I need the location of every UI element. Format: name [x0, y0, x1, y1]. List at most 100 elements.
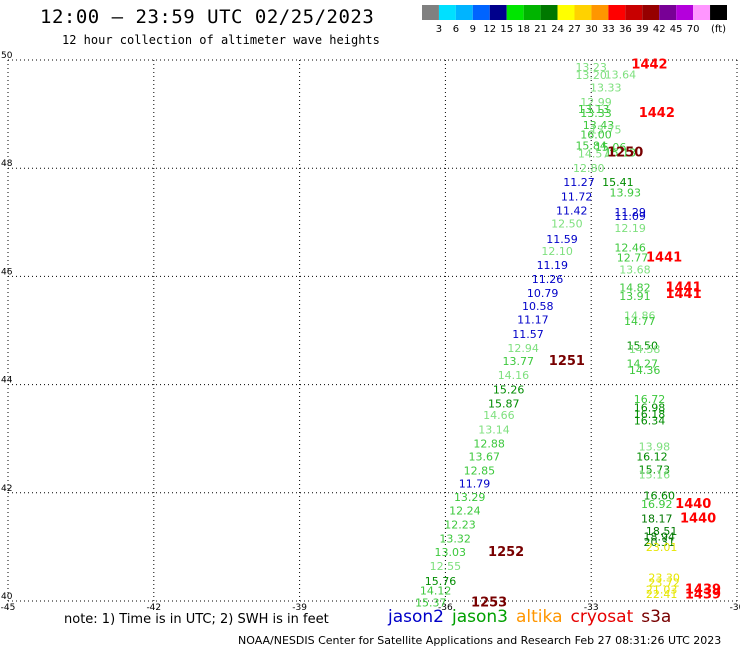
lon-tick-label: -42 — [146, 603, 161, 610]
wave-height-label: 15.41 — [602, 176, 634, 189]
altimeter-map: -45 -42 -39 -36 -33 -30 40 42 44 46 48 50 13.2313.20… — [1, 51, 740, 610]
satellite-legend-s3a: s3a — [641, 607, 672, 627]
wave-height-label: 14.66 — [483, 409, 515, 422]
satellite-legend-jason3: jason3 — [452, 607, 508, 627]
chart-subtitle: 12 hour collection of altimeter wave hei… — [62, 33, 380, 47]
wave-height-label: 11.26 — [532, 273, 564, 286]
wave-height-label: 13.77 — [503, 355, 535, 368]
wave-height-label: 13.64 — [605, 68, 637, 81]
wave-height-label: 11.72 — [561, 191, 593, 204]
colorbar-tick-label: 30 — [585, 24, 598, 35]
colorbar-swatch — [693, 5, 711, 20]
lat-tick-label: 48 — [1, 159, 13, 169]
colorbar-swatch — [422, 5, 439, 20]
units-note: note: 1) Time is in UTC; 2) SWH is in fe… — [64, 612, 329, 627]
wave-height-label: 12.77 — [617, 251, 649, 264]
wave-height-label: 11.59 — [546, 233, 578, 246]
wave-height-label: 21.03 — [646, 583, 678, 596]
wave-height-label: 13.33 — [580, 107, 612, 120]
pass-number-label: 1253 — [471, 595, 507, 610]
lon-tick-label: -36 — [438, 603, 453, 610]
wave-height-label: 12.46 — [614, 242, 646, 255]
wave-height-label: 12.99 — [580, 96, 612, 109]
lat-tick-label: 50 — [1, 51, 13, 61]
wave-height-label: 14.16 — [498, 369, 530, 382]
wave-height-label: 13.13 — [578, 103, 610, 116]
wave-height-label: 18.94 — [643, 530, 675, 543]
wave-height-label: 11.19 — [537, 259, 569, 272]
wave-height-colorbar: 3 6 9 12 15 18 21 24 27 30 33 36 39 42 45 70 (ft) — [422, 5, 727, 35]
colorbar-tick-label: 33 — [602, 24, 615, 35]
satellite-legend-altika: altika — [516, 607, 563, 627]
satellite-legend-cryosat: cryosat — [570, 607, 634, 627]
wave-height-label: 16.92 — [641, 498, 673, 511]
wave-height-label: 14.77 — [624, 315, 656, 328]
pass-number-label: 1442 — [631, 58, 667, 73]
wave-height-label: 15.84 — [575, 139, 607, 152]
wave-height-label: 11.42 — [556, 205, 588, 218]
colorbar-swatch — [472, 5, 490, 20]
colorbar-tick-label: 21 — [534, 24, 547, 35]
wave-height-label: 23.30 — [648, 572, 680, 585]
pass-number-label: 1442 — [639, 106, 675, 121]
colorbar-swatch — [438, 5, 456, 20]
pass-number-label: 1440 — [680, 512, 716, 527]
wave-height-label: 16.00 — [580, 128, 612, 141]
pass-number-label: 1252 — [488, 545, 524, 560]
wave-height-label: 14.82 — [619, 282, 651, 295]
wave-height-label: 18.17 — [641, 513, 673, 526]
pass-number-label: 1440 — [675, 497, 711, 512]
wave-height-label: 13.43 — [583, 119, 615, 132]
wave-height-label: 12.88 — [473, 437, 505, 450]
lon-tick-label: -30 — [730, 603, 740, 610]
lat-tick-label: 44 — [1, 376, 13, 386]
wave-height-label: 16.12 — [636, 450, 668, 463]
wave-height-label: 12.19 — [614, 222, 646, 235]
pass-number-label: 1439 — [685, 587, 721, 602]
wave-height-label: 14.36 — [629, 364, 661, 377]
wave-height-label: 15.76 — [425, 575, 457, 588]
wave-height-label: 11.29 — [614, 206, 646, 219]
colorbar-swatch — [574, 5, 592, 20]
wave-height-label: 23.72 — [648, 576, 680, 589]
wave-height-label: 11.57 — [512, 328, 544, 341]
wave-height-label: 11.09 — [614, 210, 646, 223]
colorbar-swatch — [625, 5, 643, 20]
wave-height-label: 13.14 — [478, 423, 510, 436]
chart-title: 12:00 – 23:59 UTC 02/25/2023 — [40, 6, 375, 28]
pass-number-label: 1441 — [665, 287, 701, 302]
wave-height-label: 12.55 — [430, 560, 462, 573]
wave-height-label: 13.23 — [575, 61, 607, 74]
satellite-legend-jason2: jason2 — [388, 607, 444, 627]
wave-height-label: 15.16 — [639, 469, 671, 482]
satellite-legend: jason2 jason3 altika cryosat s3a — [388, 607, 679, 627]
colorbar-swatch — [676, 5, 694, 20]
wave-height-label: 13.20 — [575, 69, 607, 82]
wave-height-label: 12.80 — [573, 162, 605, 175]
wave-height-label: 13.93 — [609, 186, 641, 199]
wave-height-label: 15.73 — [639, 463, 671, 476]
wave-height-label: 15.50 — [626, 339, 658, 352]
pass-number-label: 1250 — [607, 145, 643, 160]
pass-number-label: 1441 — [665, 281, 701, 296]
wave-height-label: 15.06 — [595, 141, 627, 154]
wave-height-label: 13.75 — [590, 124, 622, 137]
colorbar-tick-label: 27 — [568, 24, 581, 35]
wave-height-label: 12.50 — [551, 218, 583, 231]
wave-height-label: 12.85 — [464, 464, 496, 477]
wave-height-label: 14.27 — [626, 357, 658, 370]
pass-number-label: 1441 — [646, 250, 682, 265]
wave-height-label: 18.51 — [646, 525, 678, 538]
wave-height-label: 14.57 — [578, 147, 610, 160]
wave-height-label: 13.29 — [454, 491, 486, 504]
lon-tick-label: -39 — [292, 603, 307, 610]
wave-height-label: 13.98 — [639, 441, 671, 454]
colorbar-tick-label: 6 — [453, 24, 459, 35]
colorbar-swatch — [506, 5, 524, 20]
colorbar-swatch — [489, 5, 507, 20]
colorbar-tick-label: 3 — [436, 24, 442, 35]
colorbar-tick-label: 12 — [483, 24, 496, 35]
colorbar-swatch — [523, 5, 541, 20]
colorbar-swatch — [710, 5, 727, 20]
wave-height-label: 14.12 — [420, 585, 452, 598]
